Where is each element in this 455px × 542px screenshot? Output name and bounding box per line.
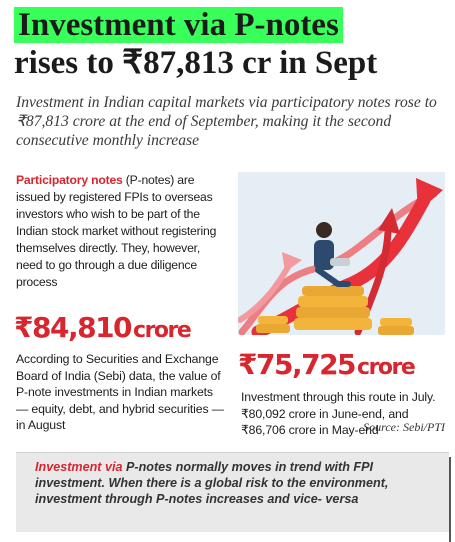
dek-summary: Investment in Indian capital markets via…	[16, 94, 437, 149]
stat-july-value: ₹75,725	[238, 348, 357, 381]
headline: Investment via P-notes rises to ₹87,813 …	[14, 6, 444, 82]
investor-growth-chart-illustration	[238, 172, 445, 335]
lead-term: Participatory notes	[16, 173, 123, 187]
stat-august-value: ₹84,810	[14, 311, 133, 344]
coin-stack	[256, 286, 414, 335]
stat-august-text: According to Securities and Exchange Boa…	[16, 352, 224, 432]
stat-july-figure: ₹75,725crore	[238, 348, 416, 381]
headline-line-1: Investment via P-notes	[14, 6, 444, 44]
lead-paragraph: Participatory notes (P-notes) are issued…	[16, 172, 226, 291]
stat-august-figure: ₹84,810crore	[14, 311, 192, 344]
note-lead: Investment via	[35, 460, 123, 474]
investor-figure	[314, 222, 351, 287]
side-divider	[449, 457, 455, 542]
note-box: Investment via P-notes normally moves in…	[16, 452, 449, 532]
illustration-svg	[238, 172, 445, 335]
source-credit: Source: Sebi/PTI	[363, 420, 445, 434]
stat-july-text: Investment through this route in July. ₹…	[241, 390, 436, 437]
headline-line-2: rises to ₹87,813 cr in Sept	[14, 45, 378, 81]
stat-august-unit: crore	[133, 318, 192, 343]
note-text: Investment via P-notes normally moves in…	[35, 459, 440, 507]
lead-rest: (P-notes) are issued by registered FPIs …	[16, 173, 217, 289]
headline-highlight: Investment via P-notes	[14, 7, 343, 43]
note-rest: P-notes normally moves in trend with FPI…	[35, 460, 389, 506]
stat-july-unit: crore	[357, 355, 416, 380]
